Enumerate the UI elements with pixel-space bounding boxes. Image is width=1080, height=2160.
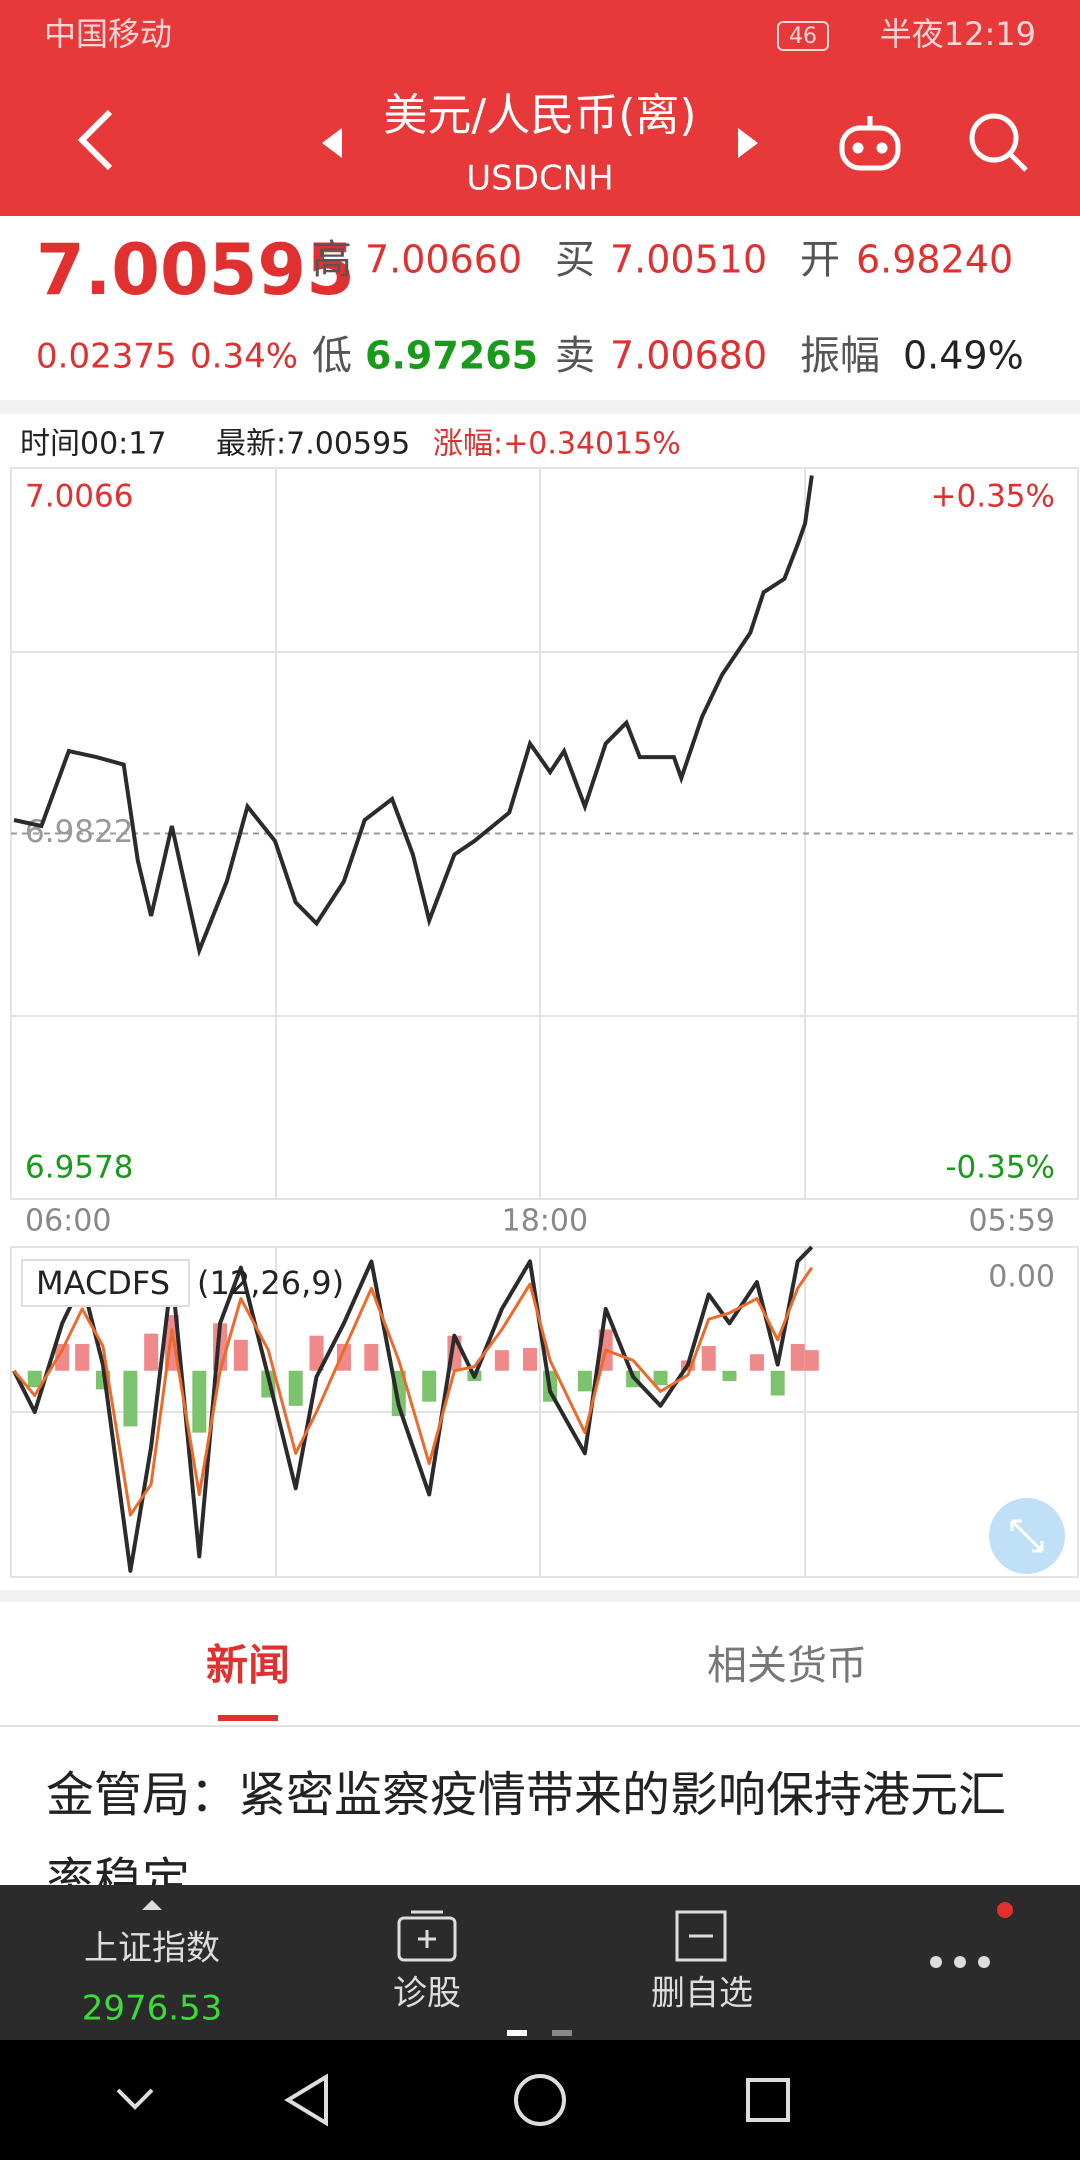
expand-icon [1010, 1519, 1044, 1553]
battery-icon [777, 21, 829, 51]
y-tick-label: 6.9822 [25, 814, 133, 850]
hist-bar [653, 1370, 668, 1386]
hist-bar [27, 1370, 42, 1388]
info-change: 涨幅:+0.34015% [433, 427, 681, 462]
hist-bar [790, 1343, 805, 1371]
price: 7.00595 [36, 229, 355, 311]
hist-bar [577, 1370, 592, 1392]
price-line [13, 475, 814, 958]
battery: 46 [789, 24, 817, 49]
hist-bar [523, 1348, 538, 1371]
clock: 半夜12:19 [880, 15, 1036, 53]
hist-bar [770, 1370, 785, 1396]
y-tick-label: 7.0066 [25, 479, 133, 515]
header-bg [0, 0, 1080, 216]
label: 振幅 [800, 333, 880, 379]
prev-button[interactable] [322, 128, 342, 158]
change: 0.02375 [36, 337, 177, 377]
news-headline[interactable]: 金管局：紧密监察疫情带来的影响保持港元汇率稳定 [46, 1767, 1007, 1885]
hist-bar [233, 1339, 248, 1371]
tab-indicator [218, 1715, 278, 1721]
dif-line [12, 1245, 814, 1573]
hist-bar [75, 1343, 90, 1371]
title: 美元/人民币(离) [383, 90, 696, 141]
macd-title: MACDFS [36, 1264, 170, 1302]
hist-bar [123, 1370, 138, 1427]
hist-bar [144, 1333, 159, 1371]
label: 开 [800, 237, 840, 283]
y2-tick-label: +0.35% [931, 479, 1055, 515]
hist-bar [804, 1350, 819, 1371]
subtitle: USDCNH [466, 159, 613, 199]
hist-bar [192, 1370, 207, 1433]
hist-bar [701, 1346, 716, 1371]
macd-top-label: 0.00 [988, 1260, 1055, 1295]
x-tick-label: 18:00 [502, 1204, 588, 1239]
hist-bar [422, 1370, 437, 1402]
hist-bar [55, 1343, 70, 1371]
carrier: 中国移动 [44, 15, 172, 53]
x-tick-label: 06:00 [25, 1204, 111, 1239]
hist-bar [288, 1370, 303, 1406]
hist-bar [309, 1335, 324, 1371]
x-tick-label: 05:59 [969, 1204, 1055, 1239]
hist-bar [364, 1343, 379, 1371]
dea-line [12, 1266, 814, 1517]
hist-bar [722, 1370, 737, 1382]
separator [0, 400, 1080, 414]
tab[interactable]: 新闻 [206, 1641, 290, 1690]
tab[interactable]: 相关货币 [707, 1643, 867, 1689]
y2-tick-label: -0.35% [945, 1150, 1055, 1186]
back-button[interactable] [77, 109, 113, 171]
robot-button[interactable] [839, 116, 901, 171]
label: 买 [555, 237, 595, 283]
info-latest: 最新:7.00595 [216, 427, 410, 462]
search-button[interactable] [969, 113, 1028, 172]
hist-bar [749, 1354, 764, 1371]
value: 7.00680 [610, 334, 767, 378]
separator [0, 1590, 1080, 1602]
y-tick-label: 6.9578 [25, 1150, 133, 1186]
value: 6.98240 [856, 238, 1013, 282]
info-time: 时间00:17 [20, 427, 166, 462]
value: 6.97265 [365, 334, 538, 378]
macd-legend [21, 1259, 190, 1307]
next-button[interactable] [738, 128, 758, 158]
change-pct: 0.34% [190, 337, 298, 377]
label: 卖 [555, 333, 595, 379]
label: 低 [312, 333, 352, 379]
value: 7.00660 [365, 238, 522, 282]
hist-bar [494, 1350, 509, 1371]
chart-frame [10, 467, 1079, 1578]
label: 高 [312, 237, 352, 283]
value: 0.49% [903, 334, 1024, 378]
hist-bar [336, 1343, 351, 1371]
macd-params: (12,26,9) [197, 1264, 344, 1302]
value: 7.00510 [610, 238, 767, 282]
